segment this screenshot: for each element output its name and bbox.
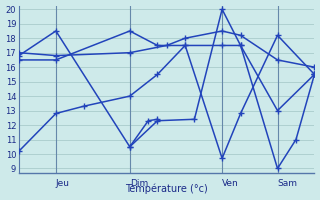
- Text: Dim: Dim: [130, 179, 148, 188]
- Text: Ven: Ven: [222, 179, 239, 188]
- Text: Jeu: Jeu: [56, 179, 70, 188]
- Text: Sam: Sam: [277, 179, 298, 188]
- X-axis label: Température (°c): Température (°c): [125, 184, 208, 194]
